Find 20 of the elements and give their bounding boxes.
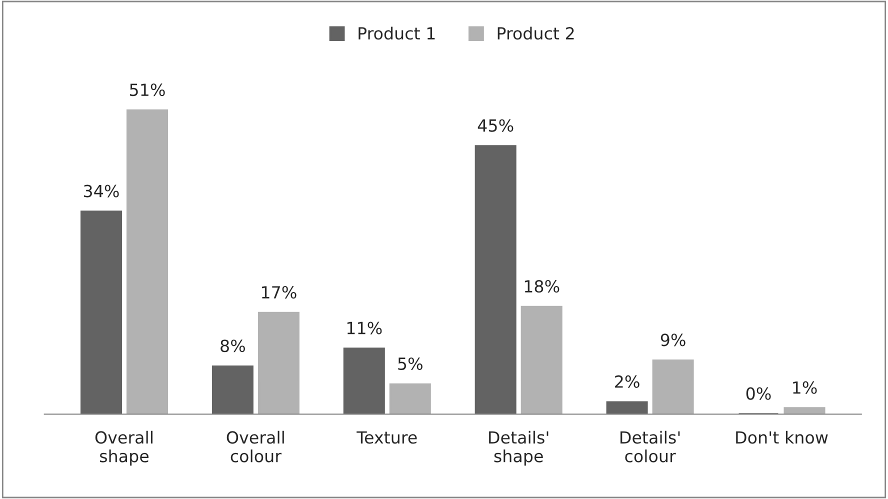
- x-tick-label: Texture: [356, 431, 417, 444]
- x-tick-label: Details' shape: [489, 430, 548, 466]
- x-tick-label: Don't know: [736, 430, 828, 444]
- x-tick-label: Overall shape: [95, 430, 152, 466]
- data-label: 18%: [524, 280, 560, 293]
- data-label: 17%: [262, 286, 296, 299]
- data-label: 45%: [478, 119, 514, 132]
- data-label: 5%: [398, 357, 422, 370]
- legend-label: Product 2: [498, 26, 574, 40]
- data-label: 2%: [615, 375, 640, 388]
- data-label: 34%: [84, 184, 119, 198]
- data-label: 51%: [130, 83, 165, 96]
- data-label: 11%: [347, 322, 382, 334]
- data-label: 8%: [220, 340, 245, 352]
- data-label: 0%: [746, 387, 771, 400]
- legend-label: Product 1: [358, 26, 435, 40]
- data-label: 9%: [660, 334, 686, 346]
- x-tick-label: Details' colour: [620, 430, 680, 462]
- data-label: 1%: [793, 381, 817, 394]
- x-tick-label: Overall colour: [226, 430, 284, 462]
